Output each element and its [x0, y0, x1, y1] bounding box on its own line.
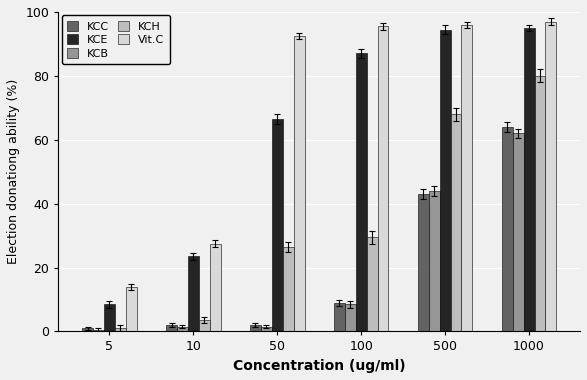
Bar — [429, 191, 440, 331]
Bar — [461, 25, 473, 331]
Bar — [188, 256, 199, 331]
X-axis label: Concentration (ug/ml): Concentration (ug/ml) — [233, 359, 406, 373]
Bar — [535, 76, 545, 331]
Bar — [199, 320, 210, 331]
Bar — [261, 327, 272, 331]
Bar — [545, 22, 556, 331]
Bar — [418, 194, 429, 331]
Bar — [345, 304, 356, 331]
Bar — [502, 127, 512, 331]
Bar — [272, 119, 283, 331]
Bar — [126, 287, 137, 331]
Bar — [115, 328, 126, 331]
Bar — [294, 36, 305, 331]
Bar — [177, 327, 188, 331]
Bar — [512, 133, 524, 331]
Bar — [82, 328, 93, 331]
Bar — [250, 325, 261, 331]
Bar — [356, 54, 367, 331]
Bar — [283, 247, 294, 331]
Bar — [451, 114, 461, 331]
Bar — [440, 30, 451, 331]
Bar — [367, 237, 377, 331]
Bar — [93, 330, 104, 331]
Y-axis label: Election donationg ability (%): Election donationg ability (%) — [7, 79, 20, 264]
Bar — [104, 304, 115, 331]
Bar — [210, 244, 221, 331]
Legend: KCC, KCE, KCB, KCH, Vit.C: KCC, KCE, KCB, KCH, Vit.C — [62, 15, 170, 64]
Bar — [334, 303, 345, 331]
Bar — [377, 26, 389, 331]
Bar — [524, 28, 535, 331]
Bar — [166, 325, 177, 331]
